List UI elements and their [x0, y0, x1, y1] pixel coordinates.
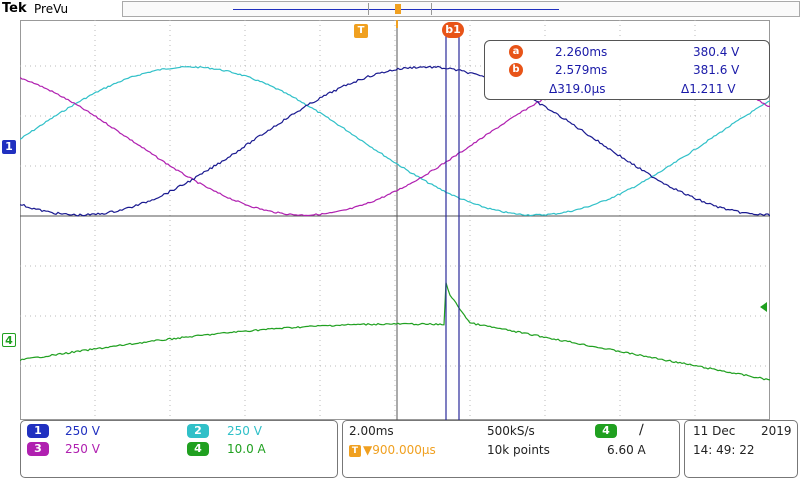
top-bar: Tek PreVu [0, 0, 800, 20]
datetime-panel: 11 Dec 2019 14: 49: 22 [684, 420, 798, 478]
record-view-window[interactable] [368, 3, 432, 15]
acquisition-mode: PreVu [34, 2, 69, 16]
horizontal-settings-panel: 2.00ms 500kS/s T ▼900.000µs 10k points 4… [342, 420, 680, 478]
cursor-a-volt: 380.4 V [693, 45, 740, 59]
trigger-level-marker[interactable] [760, 302, 767, 312]
graticule-grid [20, 20, 770, 420]
cursor-a-time: 2.260ms [555, 45, 608, 59]
sample-rate: 500kS/s [487, 424, 535, 438]
cursor-pair-badge[interactable]: b1 [442, 22, 464, 38]
time: 14: 49: 22 [693, 443, 755, 457]
ch2-waveform [19, 65, 771, 217]
trigger-delay-icon: T [349, 445, 361, 457]
ch1-ground-marker[interactable]: 1 [2, 140, 16, 154]
vertical-settings-panel: 1 250 V 2 250 V 3 250 V 4 10.0 A [20, 420, 338, 478]
trigger-delay[interactable]: ▼900.000µs [363, 443, 436, 457]
ch1-waveform [19, 65, 771, 217]
ch4-button[interactable]: 4 [187, 442, 209, 456]
ch4-waveform [19, 282, 771, 381]
cursor-b-badge: b [509, 63, 523, 77]
ch1-scale[interactable]: 250 V [65, 424, 100, 438]
waveform-traces [19, 65, 771, 381]
ch3-button[interactable]: 3 [27, 442, 49, 456]
ch4-ground-marker[interactable]: 4 [2, 333, 16, 347]
trigger-slope-icon[interactable]: ∕ [639, 422, 644, 438]
record-view-bar[interactable] [122, 1, 800, 17]
record-trigger-marker [395, 4, 401, 14]
cursor-b-volt: 381.6 V [693, 63, 740, 77]
brand-logo: Tek [2, 1, 27, 16]
ch4-scale[interactable]: 10.0 A [227, 442, 266, 456]
year: 2019 [761, 424, 792, 438]
trigger-marker[interactable]: T [354, 24, 368, 38]
trigger-level[interactable]: 6.60 A [607, 443, 646, 457]
status-bar: 1 250 V 2 250 V 3 250 V 4 10.0 A 2.00ms … [0, 420, 800, 480]
timebase[interactable]: 2.00ms [349, 424, 394, 438]
record-length[interactable]: 10k points [487, 443, 550, 457]
trigger-source-button[interactable]: 4 [595, 424, 617, 438]
date: 11 Dec [693, 424, 736, 438]
cursor-a-badge: a [509, 45, 523, 59]
ch2-scale[interactable]: 250 V [227, 424, 262, 438]
delta-time: Δ319.0µs [549, 82, 606, 96]
cursor-readout: a 2.260ms 380.4 V b 2.579ms 381.6 V Δ319… [484, 40, 770, 100]
ch2-button[interactable]: 2 [187, 424, 209, 438]
cursor-b-time: 2.579ms [555, 63, 608, 77]
ch3-scale[interactable]: 250 V [65, 442, 100, 456]
ch1-button[interactable]: 1 [27, 424, 49, 438]
delta-volt: Δ1.211 V [681, 82, 736, 96]
